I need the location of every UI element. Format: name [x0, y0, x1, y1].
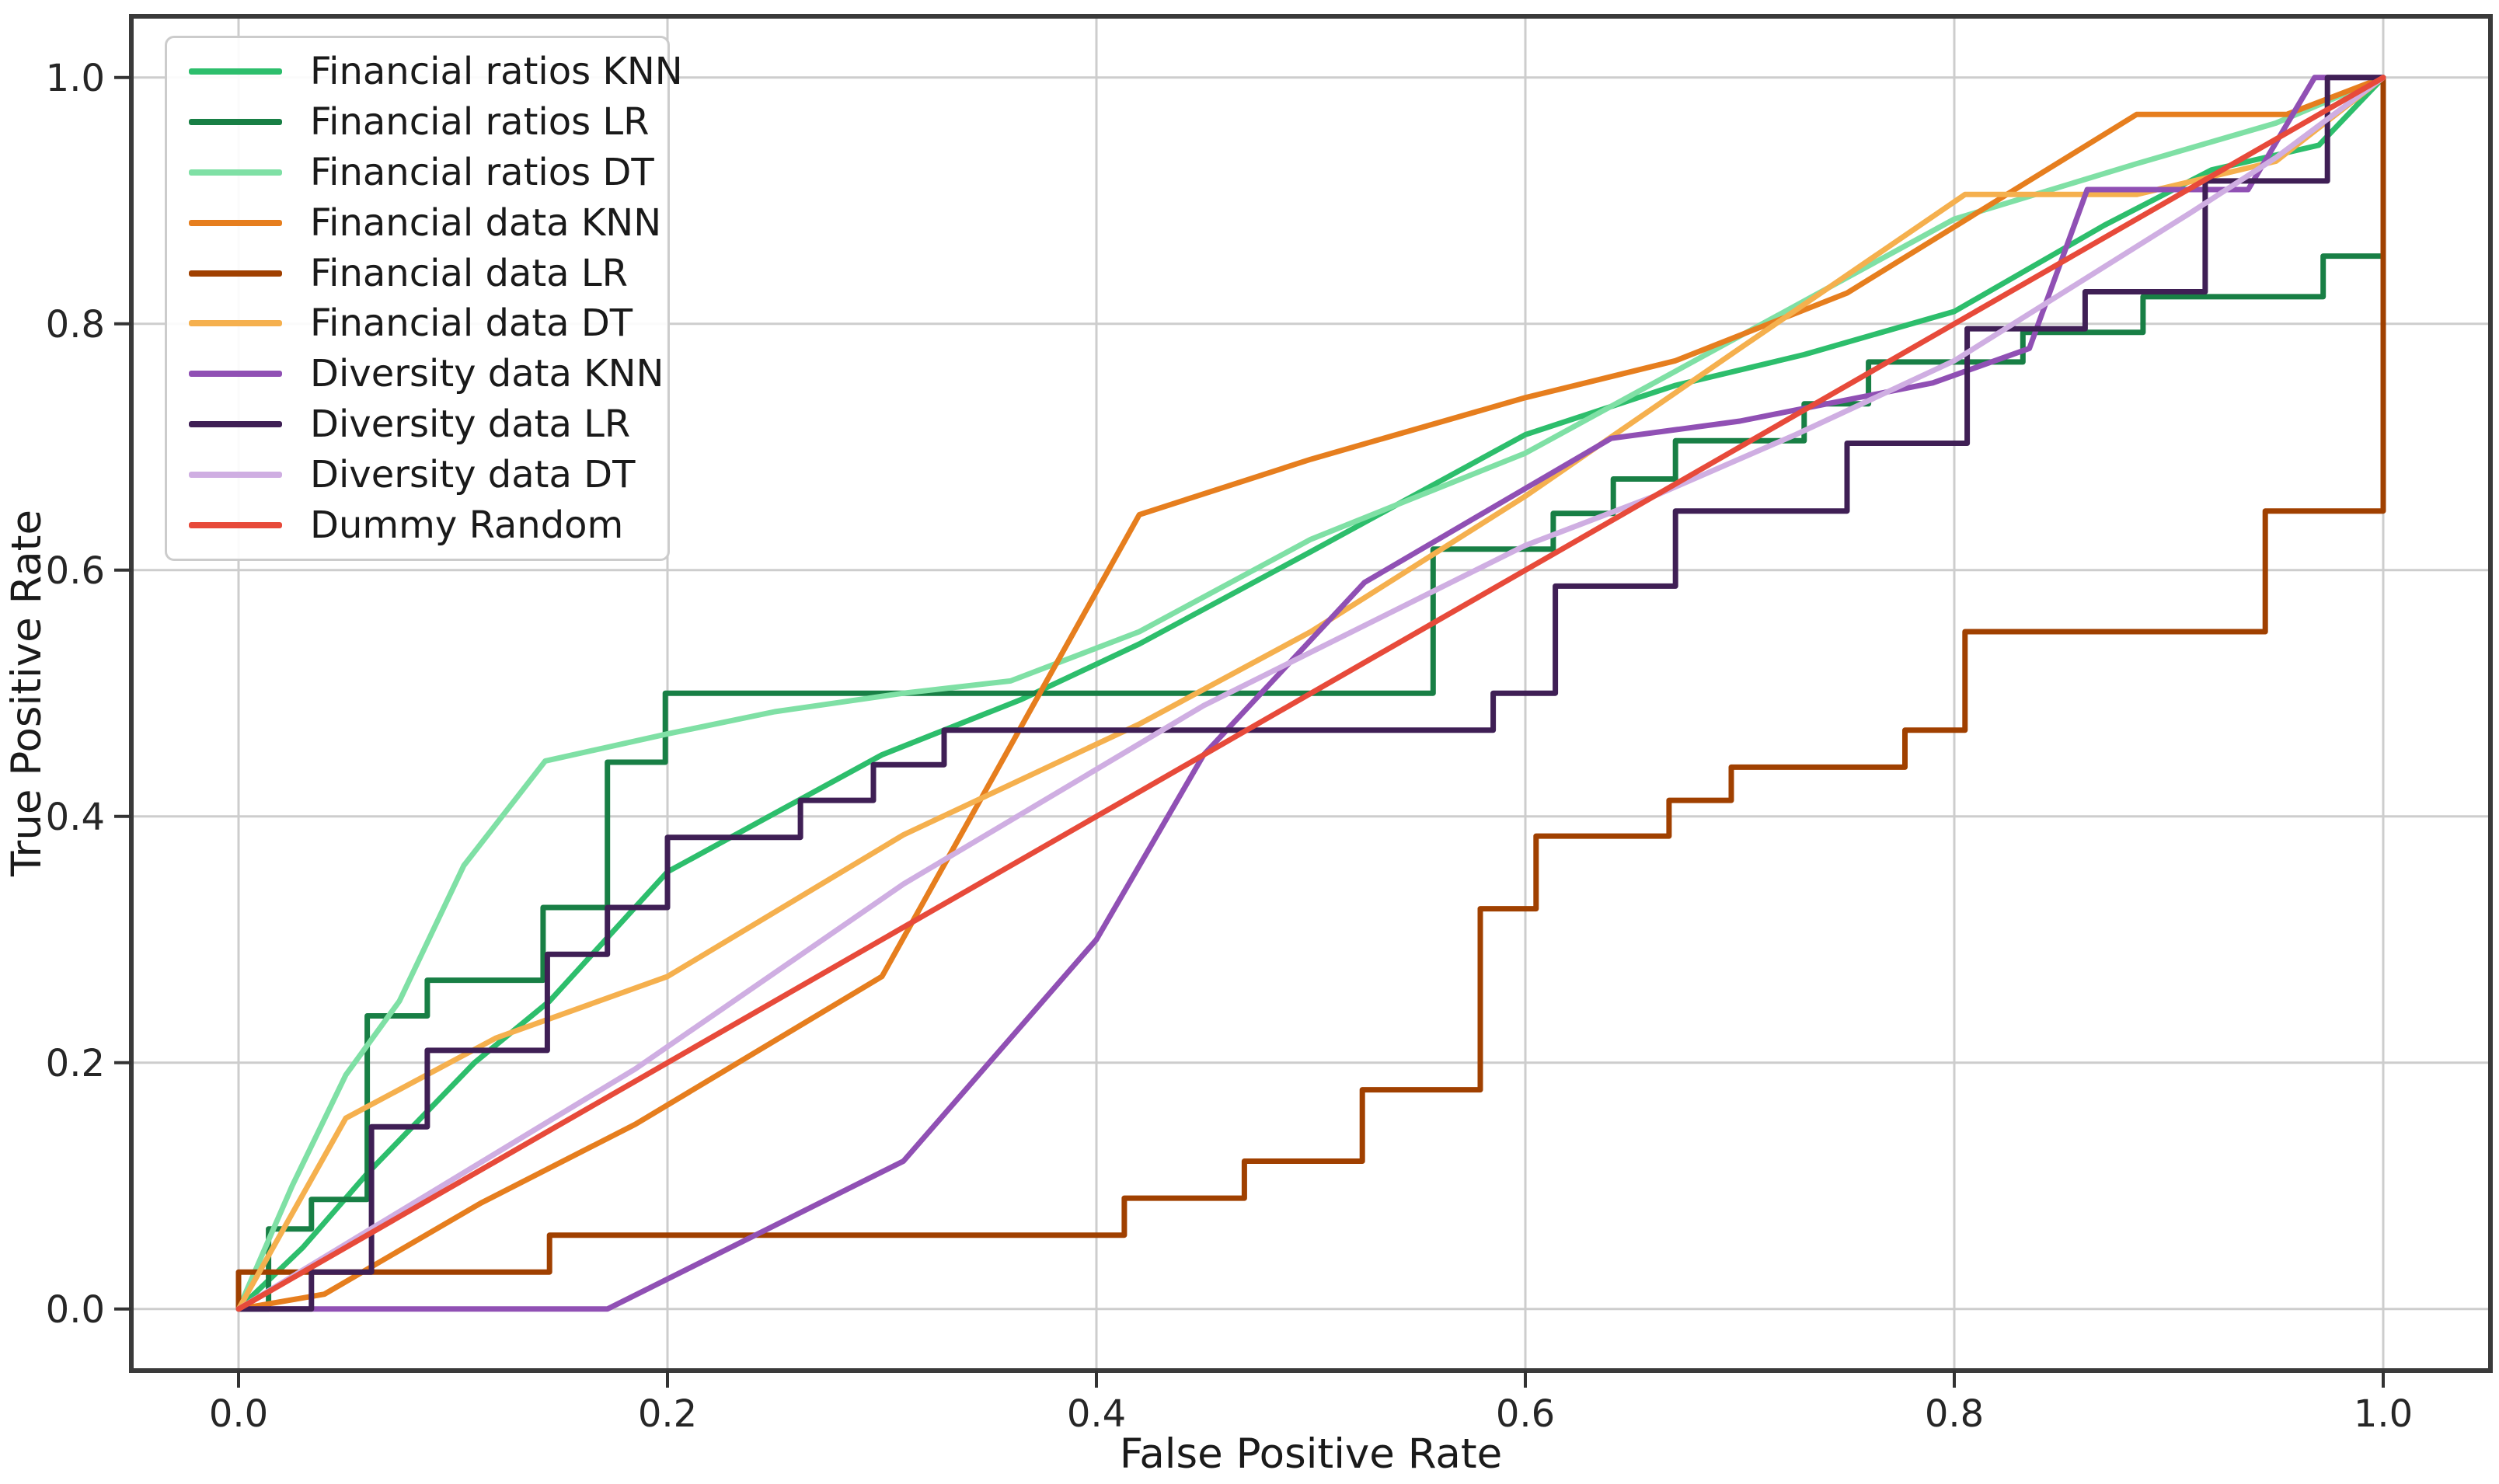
x-tick-label: 0.0: [209, 1392, 268, 1436]
legend-label: Diversity data LR: [310, 402, 631, 447]
x-tick-label: 1.0: [2354, 1392, 2413, 1436]
legend-line-sample: [189, 522, 282, 529]
legend-label: Financial data KNN: [310, 200, 662, 245]
legend-line-sample: [189, 320, 282, 327]
roc-curve-diversity-data-lr: [235, 75, 2386, 1312]
legend-item: Financial data DT: [189, 301, 667, 345]
roc-curve-financial-data-knn: [235, 75, 2386, 1312]
legend-label: Financial data LR: [310, 251, 628, 295]
legend-line-sample: [189, 421, 282, 428]
legend-box: Financial ratios KNN Financial ratios LR F…: [165, 36, 683, 561]
x-tick-label: 0.6: [1496, 1392, 1555, 1436]
roc-curve-financial-ratios-lr: [235, 75, 2386, 1312]
legend-item: Financial data LR: [189, 252, 667, 295]
x-tick-label: 0.2: [638, 1392, 697, 1436]
legend-label: Financial data DT: [310, 301, 633, 346]
x-axis-label: False Positive Rate: [1120, 1430, 1503, 1478]
legend-line-sample: [189, 472, 282, 479]
legend-item: Diversity data KNN: [189, 352, 667, 395]
legend-label: Diversity data KNN: [310, 352, 664, 396]
axis-ticks: 0.0 0.0 0.2 0.2 0.4 0.4 0.6 0.6 0.8 0.8 1.0 1.0: [46, 57, 2414, 1436]
legend-item: Financial ratios KNN: [189, 50, 683, 93]
legend-item: Diversity data DT: [189, 453, 667, 496]
y-tick-label: 0.6: [46, 549, 105, 593]
y-tick-label: 0.2: [46, 1042, 105, 1085]
legend-line-sample: [189, 219, 282, 226]
y-tick-label: 0.4: [46, 796, 105, 839]
roc-curves: [235, 75, 2386, 1312]
axes-spines: [129, 14, 2493, 1373]
legend-label: Financial ratios LR: [310, 99, 650, 144]
y-tick-label: 0.8: [46, 303, 105, 347]
roc-curve-financial-data-dt: [235, 75, 2386, 1312]
x-tick-label: 0.4: [1067, 1392, 1126, 1436]
legend-line-sample: [189, 371, 282, 378]
roc-curve-diversity-data-knn: [235, 75, 2386, 1312]
legend-line-sample: [189, 68, 282, 75]
legend-item: Dummy Random: [189, 503, 667, 547]
legend-line-sample: [189, 169, 282, 176]
legend-label: Diversity data DT: [310, 453, 636, 497]
roc-curve-dummy-random: [235, 75, 2386, 1312]
y-axis-label: True Positive Rate: [3, 510, 51, 877]
roc-curve-financial-ratios-knn: [235, 75, 2386, 1312]
legend-item: Financial ratios LR: [189, 100, 667, 144]
plot-border: [129, 14, 2493, 1373]
y-tick-label: 0.0: [46, 1288, 105, 1332]
x-tick-label: 0.8: [1925, 1392, 1984, 1436]
legend-label: Financial ratios KNN: [310, 49, 683, 93]
y-tick-label: 1.0: [46, 57, 105, 100]
legend-label: Dummy Random: [310, 503, 624, 548]
roc-curve-financial-data-lr: [235, 75, 2386, 1312]
legend-item: Financial data KNN: [189, 201, 667, 245]
legend-line-sample: [189, 270, 282, 277]
legend-item: Diversity data LR: [189, 402, 667, 446]
legend-item: Financial ratios DT: [189, 151, 667, 194]
legend-line-sample: [189, 118, 282, 125]
legend-label: Financial ratios DT: [310, 150, 654, 194]
